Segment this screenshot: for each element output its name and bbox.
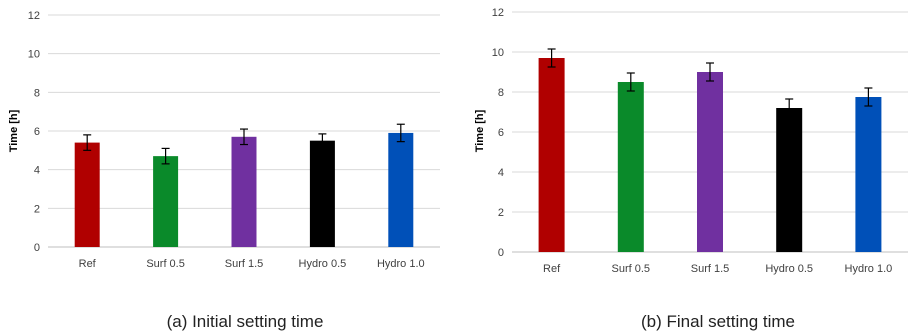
y-tick-label: 12: [28, 10, 40, 22]
x-tick-label: Ref: [543, 263, 561, 275]
bar-b-hydro-1-0: [855, 97, 882, 252]
y-tick-labels-a: 0 2 4 6 8 10 12: [28, 10, 40, 254]
bars-b: [538, 58, 882, 252]
bar-b-surf-0-5: [617, 82, 644, 252]
y-tick-labels-b: 0 2 4 6 8 10 12: [492, 7, 504, 259]
y-tick-label: 0: [498, 247, 504, 259]
y-tick-label: 2: [498, 207, 504, 219]
error-bar: [547, 48, 556, 68]
bar-b-surf-1-5: [697, 72, 723, 252]
x-tick-labels-b: Ref Surf 0.5 Surf 1.5 Hydro 0.5 Hydro 1.0: [543, 263, 892, 275]
error-bar: [161, 147, 170, 165]
x-tick-label: Surf 1.5: [691, 263, 730, 275]
error-bar: [240, 128, 248, 146]
bar-a-surf-0-5: [153, 156, 179, 247]
bar-a-hydro-1-0: [388, 132, 414, 247]
y-axis-label-a: Time [h]: [8, 109, 20, 152]
y-tick-label: 10: [492, 47, 504, 59]
y-tick-label: 2: [34, 203, 40, 215]
y-axis-label-b: Time [h]: [474, 109, 486, 152]
x-tick-label: Hydro 1.0: [377, 258, 425, 270]
error-bar: [626, 72, 635, 92]
error-bar: [706, 62, 714, 82]
y-tick-label: 0: [34, 242, 40, 254]
error-bar: [396, 123, 405, 143]
y-tick-label: 4: [498, 167, 504, 179]
chart-panel-a: 0 2 4 6 8 10 12 Ref Surf 0.5 Surf 1.5 Hydro 0.5 Hy…: [8, 10, 440, 331]
x-tick-label: Hydro 0.5: [299, 258, 347, 270]
caption-b: (b) Final setting time: [641, 312, 795, 331]
y-tick-label: 6: [498, 127, 504, 139]
x-tick-label: Surf 0.5: [146, 258, 185, 270]
y-tick-label: 12: [492, 7, 504, 19]
bars-a: [74, 132, 414, 247]
bar-a-hydro-0-5: [309, 140, 335, 247]
error-bars-b: [547, 48, 873, 118]
x-tick-label: Hydro 0.5: [765, 263, 813, 275]
x-tick-label: Surf 1.5: [225, 258, 264, 270]
y-tick-label: 8: [34, 87, 40, 99]
y-tick-label: 4: [34, 165, 40, 177]
error-bar: [864, 87, 873, 107]
caption-a: (a) Initial setting time: [167, 312, 324, 331]
error-bars-a: [83, 123, 405, 165]
bar-b-ref: [538, 58, 565, 252]
bar-a-ref: [74, 142, 100, 247]
error-bar: [785, 98, 794, 118]
error-bar: [318, 133, 327, 149]
y-tick-label: 10: [28, 49, 40, 61]
x-tick-label: Hydro 1.0: [845, 263, 893, 275]
y-tick-label: 8: [498, 87, 504, 99]
error-bar: [83, 134, 92, 151]
bar-b-hydro-0-5: [776, 108, 803, 252]
bar-a-surf-1-5: [231, 136, 257, 247]
x-tick-label: Surf 0.5: [612, 263, 651, 275]
x-tick-label: Ref: [79, 258, 97, 270]
x-tick-labels-a: Ref Surf 0.5 Surf 1.5 Hydro 0.5 Hydro 1.0: [79, 258, 425, 270]
chart-panel-b: 0 2 4 6 8 10 12 Ref Surf 0.5 Surf 1.5 Hydro 0.5 Hy…: [474, 7, 908, 331]
y-tick-label: 6: [34, 126, 40, 138]
